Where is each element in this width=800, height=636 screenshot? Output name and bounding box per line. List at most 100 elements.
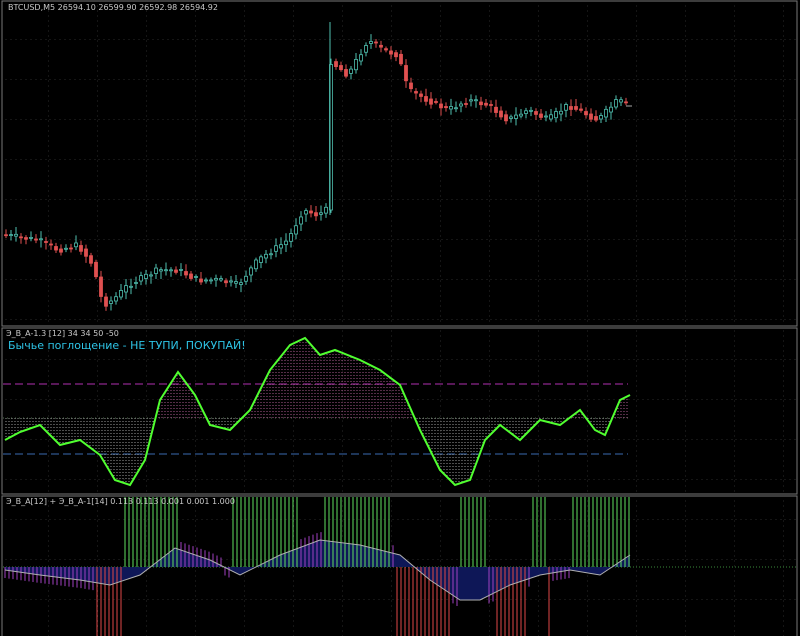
candle-body — [324, 206, 328, 214]
candle-body — [474, 99, 478, 102]
candle-body — [54, 246, 58, 251]
candle-body — [609, 106, 613, 113]
candle-body — [619, 99, 623, 103]
signal-text: Бычье поглощение - НЕ ТУПИ, ПОКУПАЙ! — [8, 339, 246, 352]
price-candles — [4, 22, 632, 311]
candle-body — [504, 114, 508, 122]
panel-border — [1, 327, 798, 495]
candle-body — [74, 242, 78, 248]
candle-body — [509, 116, 513, 119]
indicator-info: Э_В_А[12] + Э_В_А-1[14] 0.113 0.113 0.00… — [6, 497, 235, 506]
symbol-info: BTCUSD,M5 26594.10 26599.90 26592.98 265… — [8, 3, 218, 12]
candle-body — [289, 233, 293, 242]
candle-body — [129, 285, 133, 288]
candle-body — [369, 41, 373, 44]
candle-body — [614, 99, 618, 108]
candle-body — [549, 114, 553, 120]
candle-body — [309, 210, 313, 214]
candle-body — [119, 290, 123, 298]
candle-body — [334, 61, 338, 67]
candle-body — [469, 99, 473, 102]
candle-body — [34, 238, 38, 241]
candle-body — [169, 269, 173, 272]
candle-body — [494, 106, 498, 113]
candle-body — [39, 238, 43, 241]
candle-body — [479, 101, 483, 106]
candle-body — [114, 296, 118, 302]
candle-body — [429, 98, 433, 105]
candle-body — [434, 101, 438, 103]
candle-body — [234, 281, 238, 284]
candle-body — [344, 69, 348, 77]
candle-body — [299, 216, 303, 225]
candle-body — [214, 277, 218, 281]
candle-body — [174, 269, 178, 273]
candle-body — [564, 104, 568, 111]
candle-body — [539, 113, 543, 118]
candle-body — [194, 276, 198, 278]
candle-body — [439, 103, 443, 109]
candle-body — [244, 275, 248, 282]
candle-body — [589, 113, 593, 120]
candle-body — [94, 261, 98, 278]
candle-body — [164, 269, 168, 272]
candle-body — [294, 225, 298, 235]
candle-body — [359, 54, 363, 62]
candle-body — [89, 255, 93, 264]
candle-body — [554, 111, 558, 119]
candle-body — [354, 58, 358, 71]
candle-body — [9, 234, 13, 237]
candle-body — [24, 237, 28, 240]
signal-area — [5, 540, 630, 600]
candle-body — [569, 106, 573, 110]
candle-body — [249, 267, 253, 276]
candle-body — [279, 244, 283, 249]
candle-body — [134, 282, 138, 284]
candle-body — [529, 109, 533, 112]
candle-body — [14, 233, 18, 237]
candle-body — [79, 245, 83, 252]
candle-body — [584, 111, 588, 116]
candle-body — [109, 300, 113, 304]
candle-body — [409, 82, 413, 90]
candle-body — [624, 101, 628, 104]
oscillator-line — [4, 336, 631, 487]
candle-body — [484, 102, 488, 106]
candle-body — [489, 104, 493, 106]
candle-body — [444, 106, 448, 109]
candle-body — [519, 113, 523, 117]
candle-body — [284, 240, 288, 246]
candle-body — [394, 52, 398, 58]
candle-body — [144, 273, 148, 279]
candle-body — [314, 212, 318, 217]
candle-body — [389, 50, 393, 55]
candle-body — [264, 253, 268, 259]
candle-body — [304, 210, 308, 215]
candle-body — [384, 48, 388, 51]
panel-border — [1, 0, 798, 327]
candle-body — [559, 110, 563, 115]
candle-body — [99, 276, 103, 297]
candle-body — [104, 296, 108, 307]
candle-body — [259, 256, 263, 263]
candle-body — [534, 111, 538, 115]
candle-body — [339, 65, 343, 71]
candle-body — [154, 267, 158, 274]
candle-body — [269, 253, 273, 256]
candle-body — [219, 278, 223, 281]
candle-body — [274, 245, 278, 252]
candle-body — [319, 212, 323, 215]
panel-border — [1, 495, 798, 636]
candle-body — [419, 93, 423, 97]
candle-body — [19, 236, 23, 239]
candle-body — [149, 274, 153, 277]
candle-body — [184, 271, 188, 276]
candle-body — [374, 41, 378, 44]
candle-body — [604, 108, 608, 118]
candle-body — [404, 65, 408, 82]
candle-body — [204, 279, 208, 282]
candle-body — [579, 108, 583, 111]
candle-body — [449, 106, 453, 110]
candle-body — [69, 247, 73, 250]
candle-body — [499, 110, 503, 118]
